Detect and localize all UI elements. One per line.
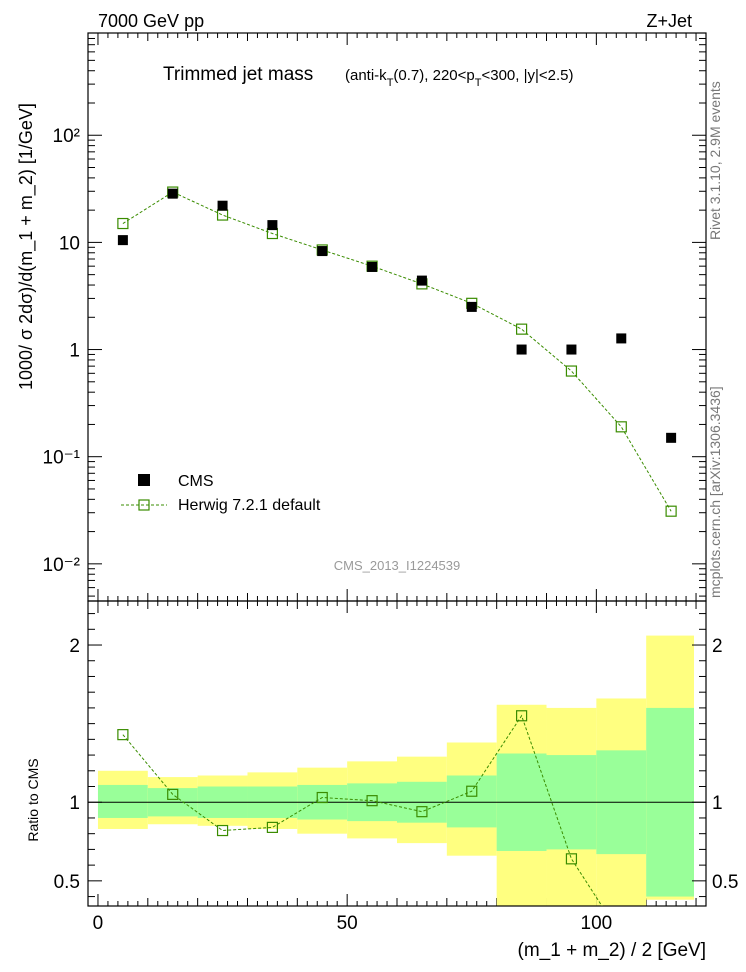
ratio-point <box>416 806 428 818</box>
cuts-mid: (0.7), 220<p <box>393 67 474 84</box>
mc-point <box>117 217 129 230</box>
main-frame <box>87 32 707 602</box>
y-axis-label: 1000/ σ 2dσ)/d(m_1 + m_2) [1/GeV] <box>16 103 37 390</box>
ratio-series-line <box>122 714 603 906</box>
ratio-point <box>117 729 129 741</box>
ratio-point <box>515 710 528 722</box>
mcplots-label: mcplots.cern.ch [arXiv:1306.3436] <box>707 386 723 598</box>
rivet-label: Rivet 3.1.10, 2.9M events <box>707 81 723 240</box>
legend-mc-marker <box>138 499 150 511</box>
data-point <box>516 344 527 355</box>
x-tick-label: 50 <box>337 913 358 934</box>
y-tick-label: 10 <box>59 233 80 254</box>
data-point <box>466 301 477 312</box>
ratio-y-tick-label-right: 1 <box>712 793 723 814</box>
data-point <box>167 188 178 199</box>
data-point <box>566 344 577 355</box>
kt-subscript: T <box>387 77 394 89</box>
y-tick-label: 10⁻¹ <box>43 448 81 469</box>
y-tick-label: 10² <box>53 126 80 147</box>
legend-data-label: CMS <box>178 473 214 490</box>
x-tick-label: 0 <box>93 913 104 934</box>
main-plot-panel: 10⁻² 10⁻¹ 1 10 10² <box>43 32 707 906</box>
y-tick-label: 10⁻² <box>43 555 81 576</box>
data-point <box>117 235 128 246</box>
mc-point <box>615 421 627 433</box>
ratio-point <box>266 821 279 833</box>
data-point <box>666 432 677 443</box>
analysis-watermark: CMS_2013_I1224539 <box>334 558 461 573</box>
y-tick-label: 1 <box>69 341 80 362</box>
cuts-suffix: <300, |y|<2.5) <box>481 67 573 84</box>
ratio-axis-label: Ratio to CMS <box>25 758 41 841</box>
header-energy: 7000 GeV pp <box>98 11 204 31</box>
ratio-point <box>366 795 378 807</box>
ratio-point <box>565 853 578 865</box>
data-point <box>217 200 228 211</box>
ratio-plot-panel: 0 50 100 0.5 0.5 1 1 2 2 <box>54 600 738 934</box>
legend-mc-label: Herwig 7.2.1 default <box>178 497 321 514</box>
plot-title: Trimmed jet mass <box>163 64 313 85</box>
ratio-point <box>466 785 478 797</box>
data-point <box>317 246 328 257</box>
plot-subtitle: (anti-kT(0.7), 220<pT<300, |y|<2.5) <box>345 67 574 89</box>
ratio-y-tick-label: 1 <box>69 793 80 814</box>
data-point <box>416 275 427 286</box>
ratio-point <box>216 824 229 837</box>
mc-point <box>665 505 677 517</box>
ratio-y-tick-label-right: 0.5 <box>712 872 738 893</box>
cuts-prefix: (anti-k <box>345 67 387 84</box>
ratio-y-tick-label: 0.5 <box>54 872 80 893</box>
ratio-y-tick-label: 2 <box>69 636 80 657</box>
mc-point <box>565 365 578 377</box>
mc-point <box>216 209 229 221</box>
stat-uncertainty-band <box>97 784 148 818</box>
legend: CMS Herwig 7.2.1 default <box>121 473 321 514</box>
x-axis-label: (m_1 + m_2) / 2 [GeV] <box>518 940 707 961</box>
ratio-frame <box>87 600 707 907</box>
pt-subscript: T <box>475 77 482 89</box>
x-tick-label: 100 <box>581 913 613 934</box>
ratio-point <box>316 791 328 804</box>
data-point <box>616 333 627 344</box>
data-point <box>267 220 278 231</box>
ratio-point <box>167 788 179 800</box>
stat-uncertainty-band <box>446 775 497 828</box>
legend-data-marker <box>138 474 150 486</box>
header-process: Z+Jet <box>646 11 692 31</box>
mc-series-line <box>122 191 672 512</box>
mc-point <box>515 323 528 335</box>
data-point <box>367 261 378 272</box>
ratio-y-tick-label-right: 2 <box>712 636 723 657</box>
